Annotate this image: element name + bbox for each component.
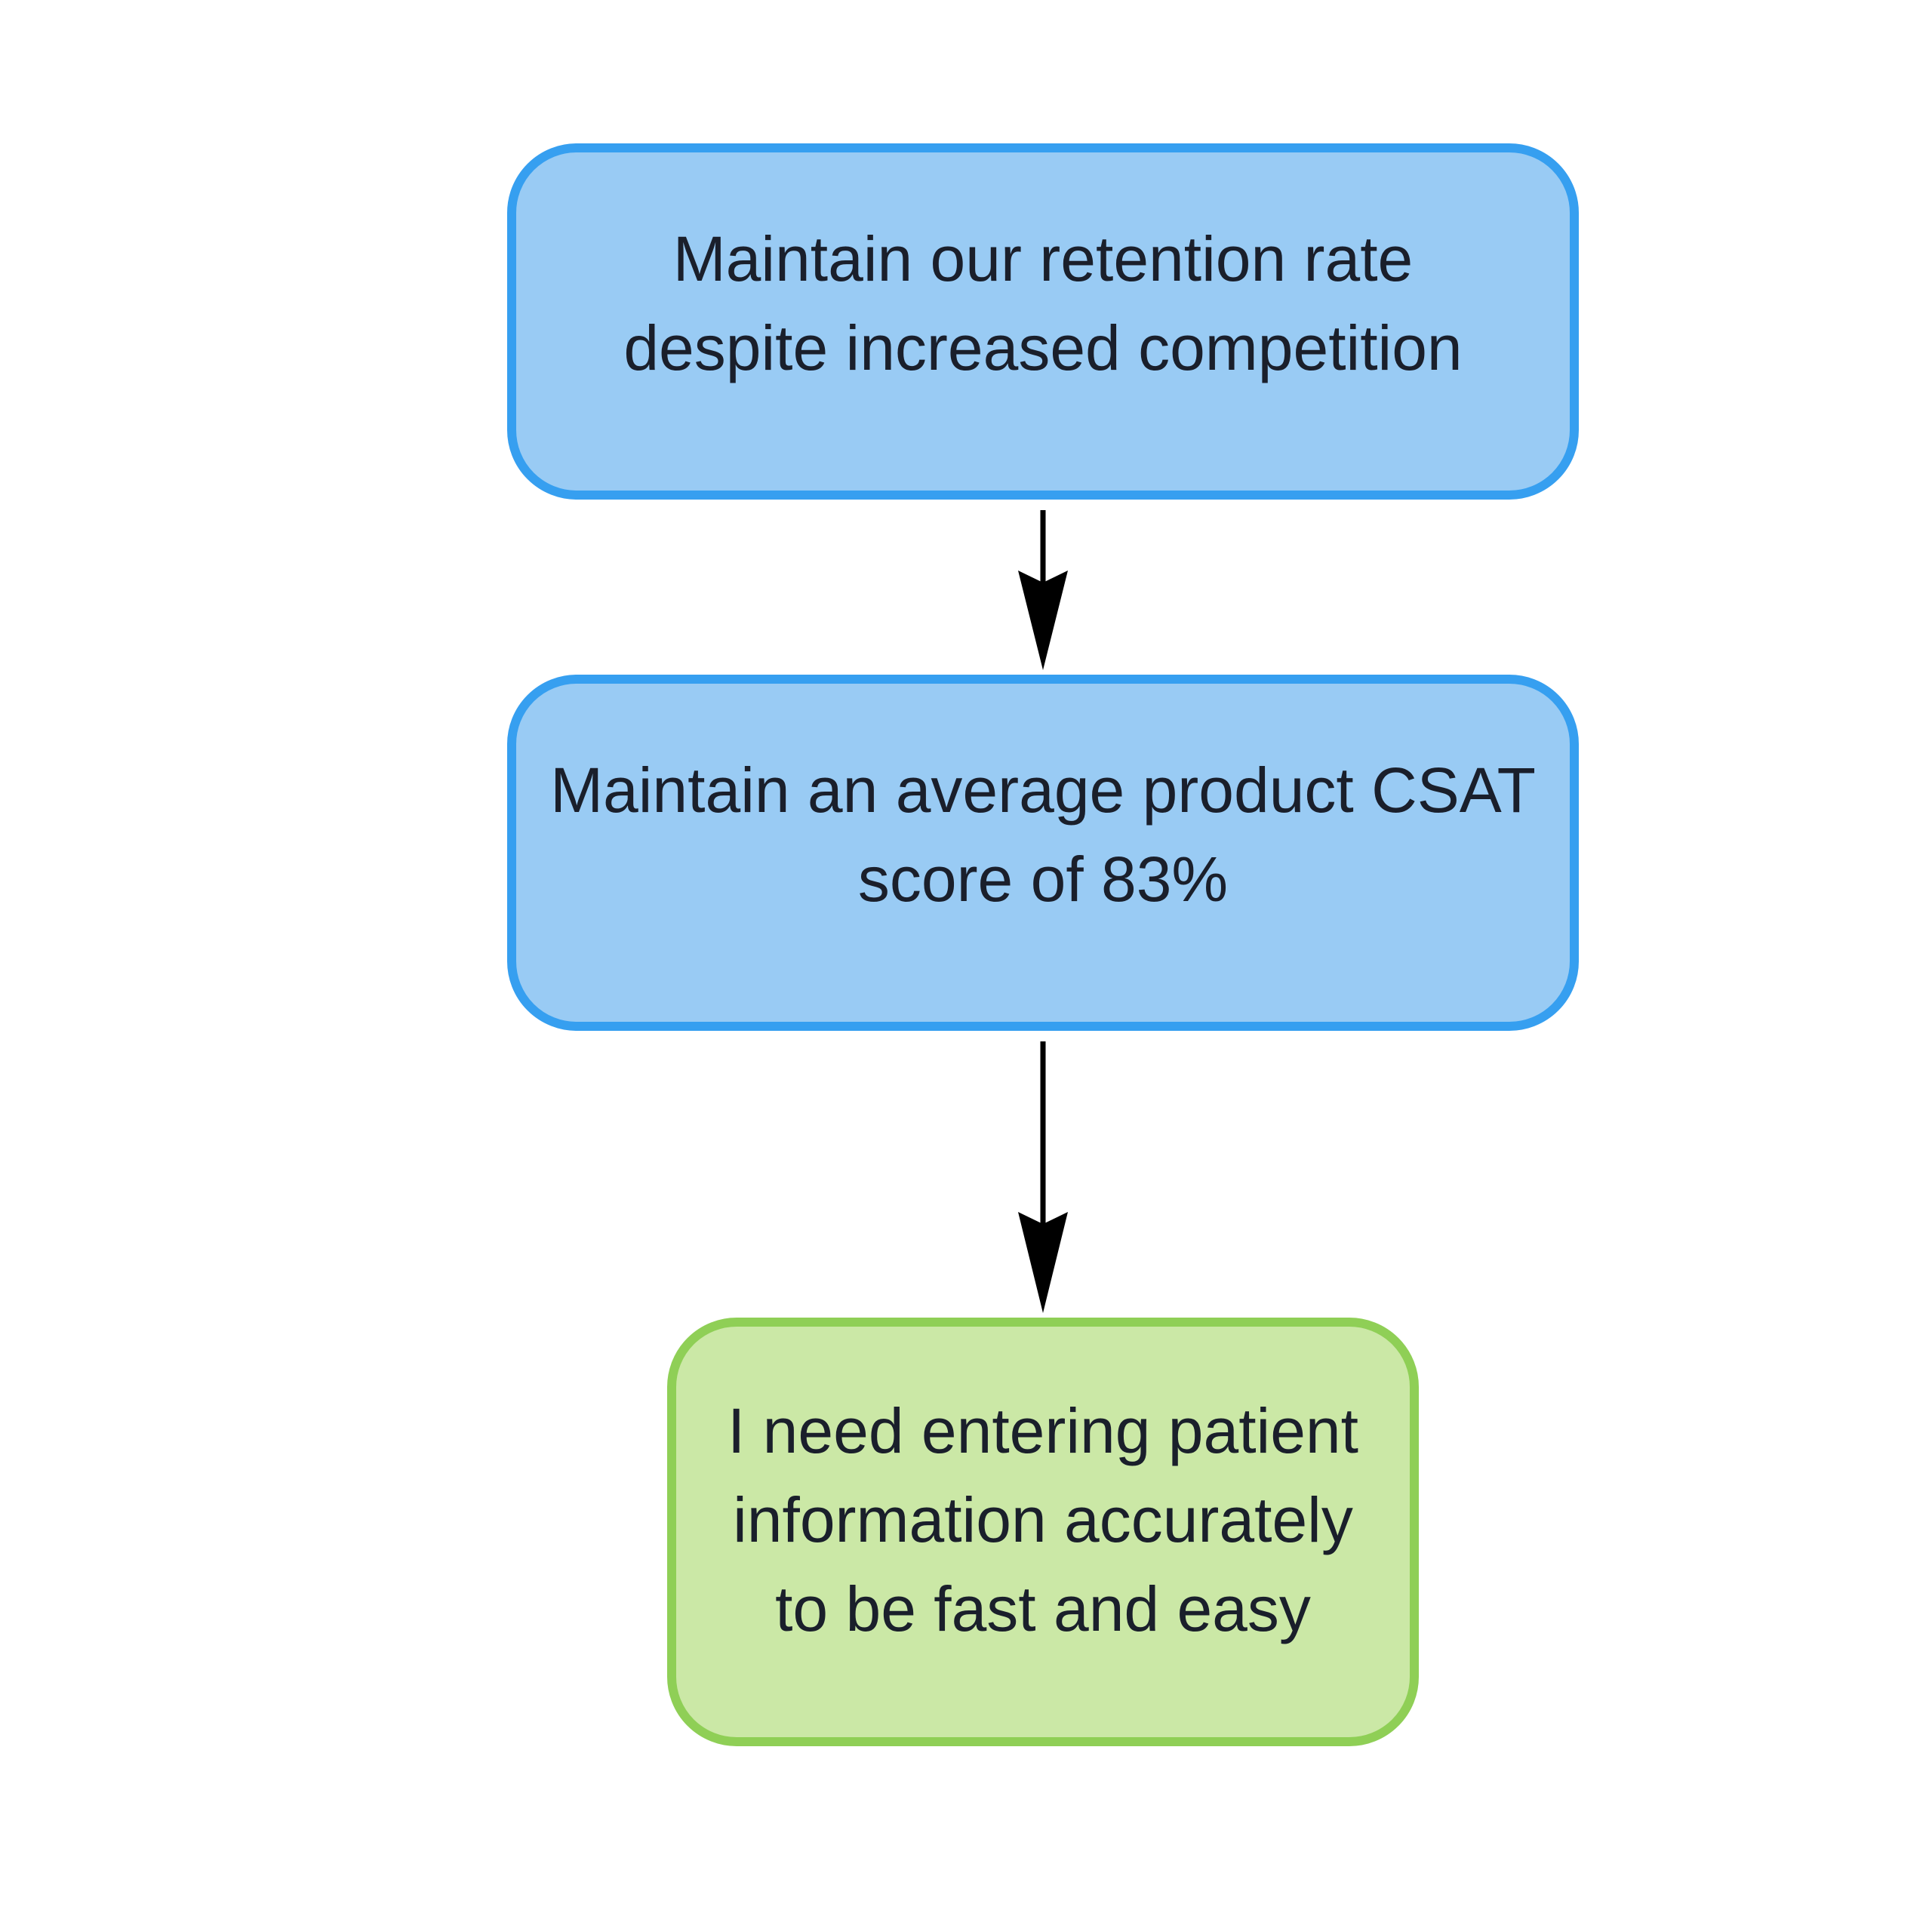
need-node: I need entering patient information accu… bbox=[667, 1318, 1419, 1746]
node-text-line: I need entering patient bbox=[728, 1395, 1358, 1466]
node-text: Maintain our retention rate despite incr… bbox=[623, 214, 1462, 392]
node-text-line: Maintain our retention rate bbox=[672, 223, 1414, 294]
goal-node-retention: Maintain our retention rate despite incr… bbox=[507, 143, 1579, 500]
arrowhead bbox=[1018, 571, 1068, 670]
node-text-line: to be fast and easy bbox=[775, 1573, 1311, 1644]
node-text-line: information accurately bbox=[733, 1484, 1353, 1555]
goal-node-csat: Maintain an average product CSAT score o… bbox=[507, 675, 1579, 1031]
arrow-csat-to-need bbox=[1018, 1041, 1068, 1313]
node-text: Maintain an average product CSAT score o… bbox=[550, 746, 1536, 924]
node-text-line: score of 83% bbox=[857, 844, 1229, 915]
arrow-retention-to-csat bbox=[1018, 510, 1068, 670]
arrowhead bbox=[1018, 1212, 1068, 1313]
node-text: I need entering patient information accu… bbox=[728, 1386, 1358, 1653]
node-text-line: Maintain an average product CSAT bbox=[550, 755, 1536, 826]
node-text-line: despite increased competition bbox=[623, 312, 1463, 383]
